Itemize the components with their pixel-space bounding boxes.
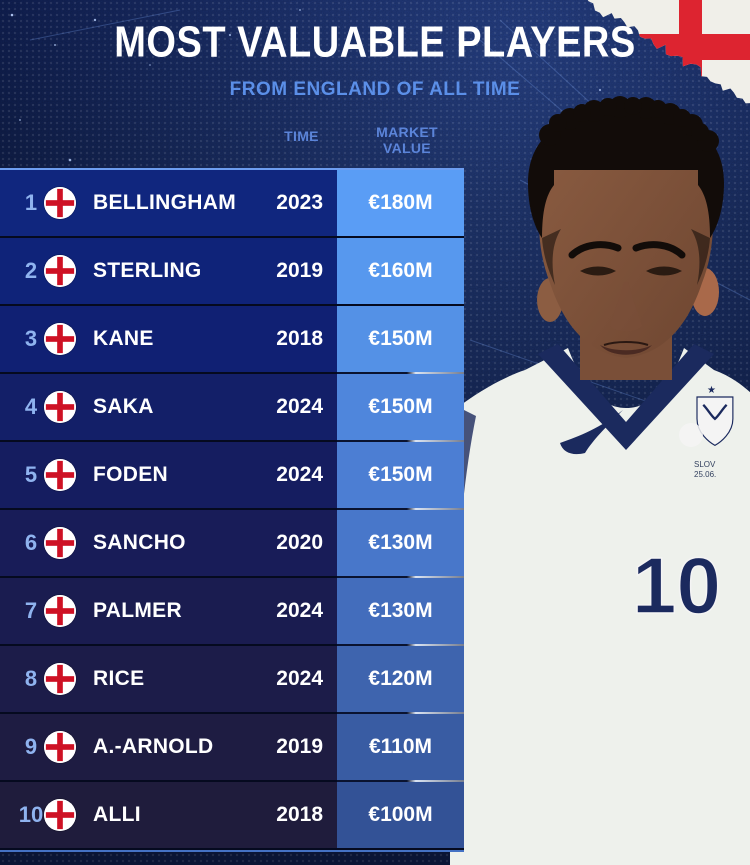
svg-text:SLOV: SLOV [694,460,716,469]
svg-text:★: ★ [707,385,716,396]
svg-text:10: 10 [632,541,721,630]
svg-text:25.06.: 25.06. [694,470,716,479]
